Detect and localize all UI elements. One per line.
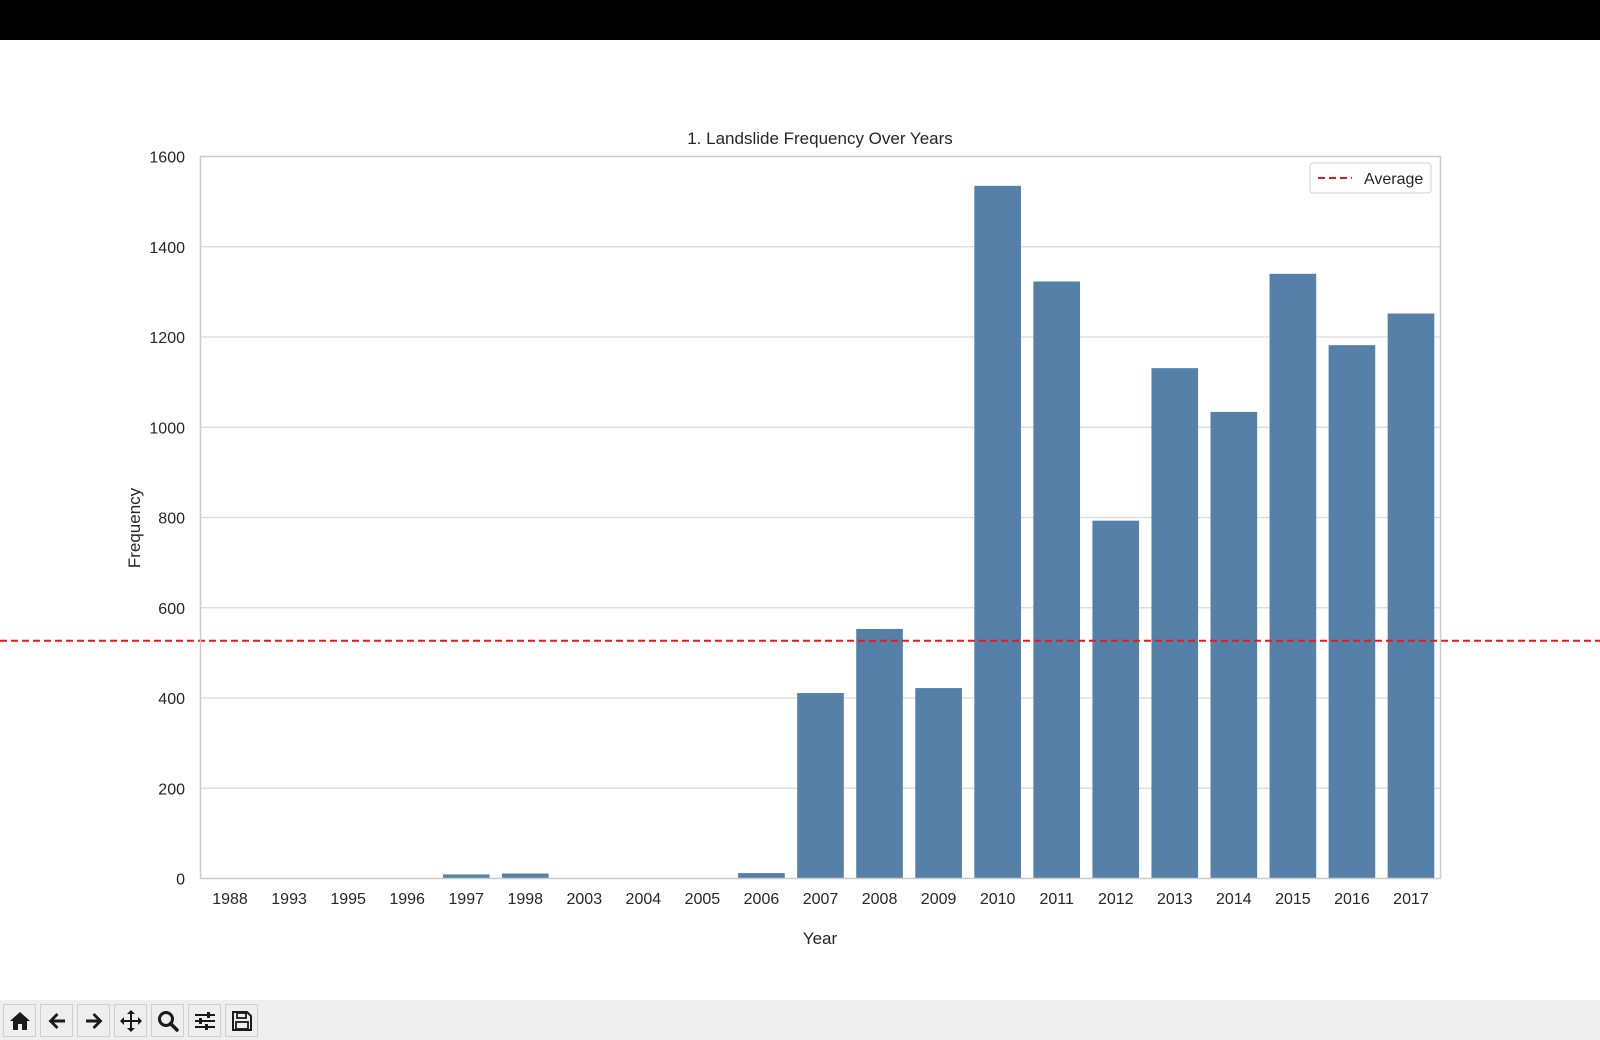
x-tick-label: 2013 [1157,891,1193,908]
y-tick-label: 0 [176,872,185,889]
y-tick-label: 1600 [149,150,185,167]
x-tick-label: 2016 [1334,891,1370,908]
configure-subplots-button[interactable] [188,1004,221,1037]
back-button[interactable] [40,1004,73,1037]
save-button[interactable] [225,1004,258,1037]
bar [1269,273,1317,879]
x-tick-label: 2005 [685,891,721,908]
bar [1328,345,1376,879]
navigation-toolbar [0,1000,1600,1040]
move-icon [119,1009,142,1032]
x-tick-label: 1993 [271,891,307,908]
y-tick-label: 800 [158,511,185,528]
bar [915,688,962,879]
forward-button[interactable] [77,1004,110,1037]
x-tick-label: 2006 [744,891,780,908]
bar [797,693,844,879]
bar [1092,520,1140,879]
bar [1033,281,1081,879]
bar [974,185,1021,879]
bar [442,874,490,879]
x-tick-label: 2011 [1039,891,1074,908]
x-tick-label: 2009 [921,891,957,908]
x-tick-label: 2008 [862,891,898,908]
x-tick-label: 2015 [1275,891,1311,908]
bar [738,873,785,879]
y-tick-label: 1400 [149,240,185,257]
zoom-button[interactable] [151,1004,184,1037]
x-tick-label: 1997 [448,891,484,908]
x-tick-label: 1996 [389,891,425,908]
x-axis-label: Year [803,929,838,948]
x-tick-label: 2014 [1216,891,1252,908]
window-titlebar [0,0,1600,40]
x-tick-label: 1988 [212,891,248,908]
y-axis-label: Frequency [125,487,144,568]
pan-button[interactable] [114,1004,147,1037]
y-tick-label: 1200 [149,330,185,347]
legend-box [1309,162,1432,194]
y-tick-label: 400 [158,691,185,708]
home-icon [9,1011,30,1030]
sliders-icon [194,1011,215,1030]
y-tick-label: 1000 [149,420,185,437]
bar [1151,368,1199,879]
floppy-disk-icon [231,1010,252,1031]
bar [1387,313,1435,879]
x-tick-label: 2010 [980,891,1016,908]
y-tick-label: 200 [158,781,185,798]
arrow-left-icon [48,1012,65,1029]
x-tick-label: 2003 [567,891,603,908]
arrow-right-icon [85,1012,102,1029]
legend: Average [1309,162,1432,194]
bar-chart: 1. Landslide Frequency Over Years Year F… [0,129,1600,948]
chart-title: 1. Landslide Frequency Over Years [687,129,953,148]
figure-canvas: 1. Landslide Frequency Over Years Year F… [0,40,1600,1000]
home-button[interactable] [3,1004,36,1037]
magnifier-icon [157,1010,179,1032]
plot-frame [199,155,1442,880]
legend-average-label: Average [1364,171,1423,188]
x-tick-label: 2017 [1393,891,1429,908]
y-tick-label: 600 [158,601,185,618]
x-tick-label: 2012 [1098,891,1134,908]
x-tick-label: 1995 [330,891,366,908]
x-tick-label: 2007 [803,891,839,908]
x-tick-label: 2004 [626,891,662,908]
bar [1210,411,1258,879]
x-tick-label: 1998 [507,891,543,908]
bar [501,873,549,879]
bar [856,628,903,879]
